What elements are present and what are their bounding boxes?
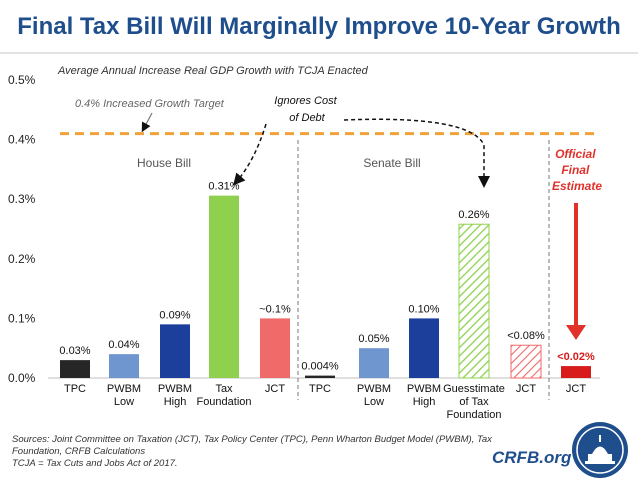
x-tick-label: Tax Foundation: [196, 383, 251, 408]
x-tick-label: PWBM Low: [357, 383, 391, 408]
bar: [409, 318, 439, 378]
growth-target-label: 0.4% Increased Growth Target: [75, 98, 225, 110]
bar: [305, 375, 335, 378]
y-tick-label: 0.0%: [8, 371, 36, 385]
bar-data-label: <0.02%: [557, 351, 595, 363]
group-label-senate: Senate Bill: [363, 156, 420, 170]
bar-data-label: 0.31%: [208, 181, 239, 193]
bar: [109, 354, 139, 378]
y-tick-label: 0.5%: [8, 73, 36, 87]
x-tick-label: JCT: [516, 383, 536, 395]
brand-link[interactable]: CRFB.org: [492, 448, 572, 467]
slide-title: Final Tax Bill Will Marginally Improve 1…: [17, 13, 621, 40]
footer-sources: Sources: Joint Committee on Taxation (JC…: [12, 434, 502, 470]
bar-data-label: 0.26%: [458, 209, 489, 221]
x-tick-label: PWBM High: [407, 383, 441, 408]
y-axis: 0.0% 0.1% 0.2% 0.3% 0.4% 0.5%: [8, 73, 36, 385]
bar-data-label: <0.08%: [507, 330, 545, 342]
y-tick-label: 0.4%: [8, 133, 36, 147]
y-tick-label: 0.1%: [8, 311, 36, 325]
official-estimate-annotation: Official Final Estimate: [552, 147, 602, 193]
bar-data-label: 0.03%: [59, 345, 90, 357]
x-tick-label: TPC: [64, 383, 86, 395]
bars-layer: 0.03% TPC 0.04% PWBM Low 0.09% PWBM High 0.31% Ta…: [59, 181, 595, 421]
y-tick-label: 0.3%: [8, 192, 36, 206]
bar: [510, 344, 542, 379]
bar: [458, 223, 490, 379]
x-tick-label: JCT: [566, 383, 586, 395]
x-tick-label: JCT: [265, 383, 285, 395]
bar-data-label: 0.004%: [301, 361, 339, 373]
ignores-cost-arrow-senate: [343, 118, 490, 188]
y-tick-label: 0.2%: [8, 252, 36, 266]
bar-data-label: 0.10%: [408, 303, 439, 315]
bar: [260, 318, 290, 378]
growth-target-pointer: [141, 112, 153, 133]
group-label-house: House Bill: [137, 156, 191, 170]
title-divider: [0, 52, 638, 54]
bar-data-label: ~0.1%: [259, 303, 291, 315]
ignores-cost-arrow-house: [233, 123, 267, 186]
bar-data-label: 0.05%: [358, 333, 389, 345]
chart-subtitle: Average Annual Increase Real GDP Growth …: [57, 65, 369, 77]
bar: [561, 366, 591, 378]
bar: [359, 348, 389, 378]
bar-data-label: 0.09%: [159, 309, 190, 321]
x-tick-label: Guesstimate of Tax Foundation: [443, 383, 505, 421]
bar-data-label: 0.04%: [108, 339, 139, 351]
bar: [60, 360, 90, 378]
bar: [209, 195, 239, 378]
bar: [160, 324, 190, 378]
gdp-growth-chart: Average Annual Increase Real GDP Growth …: [8, 65, 602, 421]
tcja-note: TCJA = Tax Cuts and Jobs Act of 2017.: [12, 458, 178, 469]
official-estimate-arrow-head: [566, 325, 586, 340]
capitol-seal-icon: [572, 422, 628, 478]
sources-text: Sources: Joint Committee on Taxation (JC…: [12, 434, 492, 457]
x-tick-label: PWBM Low: [107, 383, 141, 408]
x-tick-label: TPC: [309, 383, 331, 395]
x-tick-label: PWBM High: [158, 383, 192, 408]
ignores-cost-annotation: Ignores Cost of Debt: [274, 95, 339, 124]
